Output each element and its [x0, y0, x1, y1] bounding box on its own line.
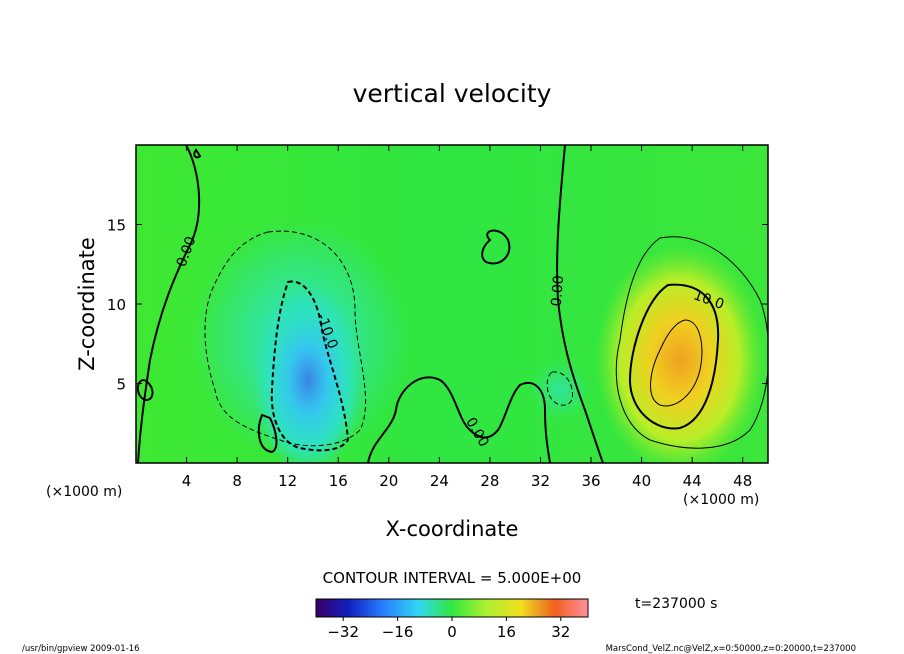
- x-tick-label: 32: [531, 472, 550, 490]
- x-tick-label: 28: [480, 472, 499, 490]
- x-tick-label: 20: [379, 472, 398, 490]
- zero-contours: [136, 145, 604, 463]
- footer-right: MarsCond_VelZ.nc@VelZ,x=0:50000,z=0:2000…: [606, 644, 856, 654]
- colorbar-tick-label: 32: [551, 623, 570, 641]
- colorbar: [315, 598, 589, 618]
- x-unit-right: (×1000 m): [683, 492, 759, 508]
- negative-contours: [204, 230, 574, 452]
- colorbar-tick-label: 16: [497, 623, 516, 641]
- colorbar-tick-label: −32: [327, 623, 359, 641]
- x-tick-label: 24: [430, 472, 449, 490]
- x-tick-label: 48: [733, 472, 752, 490]
- colorbar-tick-label: 0: [447, 623, 457, 641]
- x-unit-left: (×1000 m): [46, 484, 122, 500]
- y-tick-label: 15: [107, 217, 126, 235]
- y-axis-label: Z-coordinate: [75, 237, 99, 371]
- time-label: t=237000 s: [635, 596, 717, 612]
- plot-field: 0.00-10.00.00 10.00.00: [136, 145, 768, 463]
- x-tick-label: 36: [581, 472, 600, 490]
- colorbar-ticks: −32 −16 0 16 32: [327, 617, 570, 641]
- y-axis: 5 10 15: [107, 217, 768, 394]
- y-tick-label: 10: [107, 296, 126, 314]
- x-tick-label: 12: [278, 472, 297, 490]
- y-tick-label: 5: [116, 376, 126, 394]
- chart-title: vertical velocity: [353, 79, 552, 108]
- positive-contours: [615, 236, 768, 449]
- x-tick-label: 40: [632, 472, 651, 490]
- contour-interval: CONTOUR INTERVAL = 5.000E+00: [323, 569, 582, 587]
- footer-left: /usr/bin/gpview 2009-01-16: [22, 644, 140, 654]
- x-axis-label: X-coordinate: [386, 517, 519, 541]
- x-tick-label: 8: [232, 472, 242, 490]
- x-tick-label: 4: [182, 472, 192, 490]
- contour-label: 0.00: [549, 275, 568, 307]
- x-tick-label: 16: [329, 472, 348, 490]
- x-axis: 4 8 12 16 20 24 28 32 36 40 44 48: [182, 145, 752, 490]
- colorbar-tick-label: −16: [382, 623, 414, 641]
- x-tick-label: 44: [683, 472, 702, 490]
